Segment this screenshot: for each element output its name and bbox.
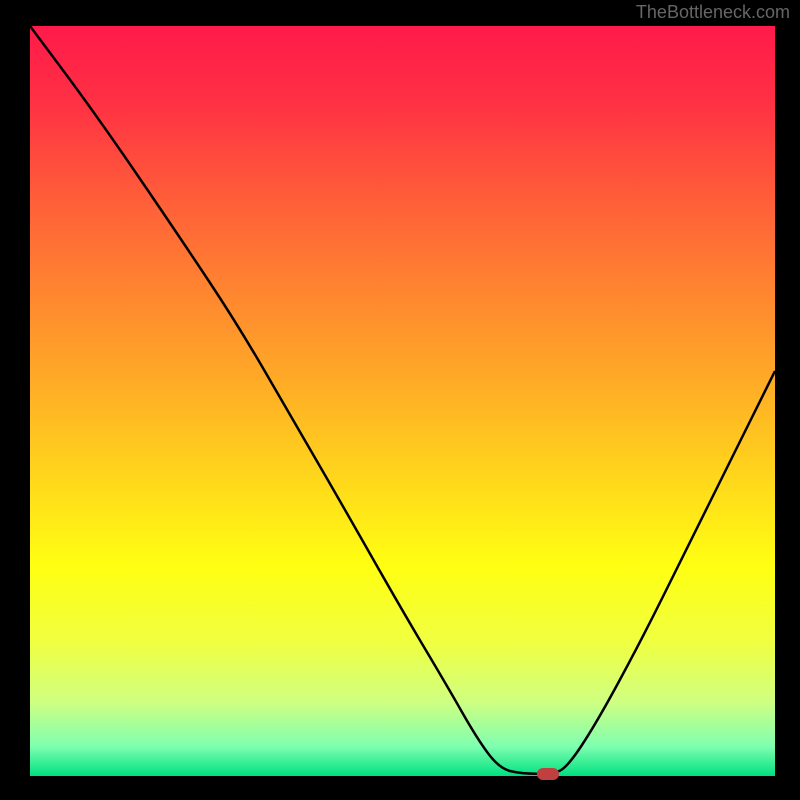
bottleneck-curve	[30, 26, 775, 776]
bottleneck-chart	[30, 26, 775, 776]
optimal-point-marker	[537, 768, 559, 780]
attribution-text: TheBottleneck.com	[636, 2, 790, 23]
